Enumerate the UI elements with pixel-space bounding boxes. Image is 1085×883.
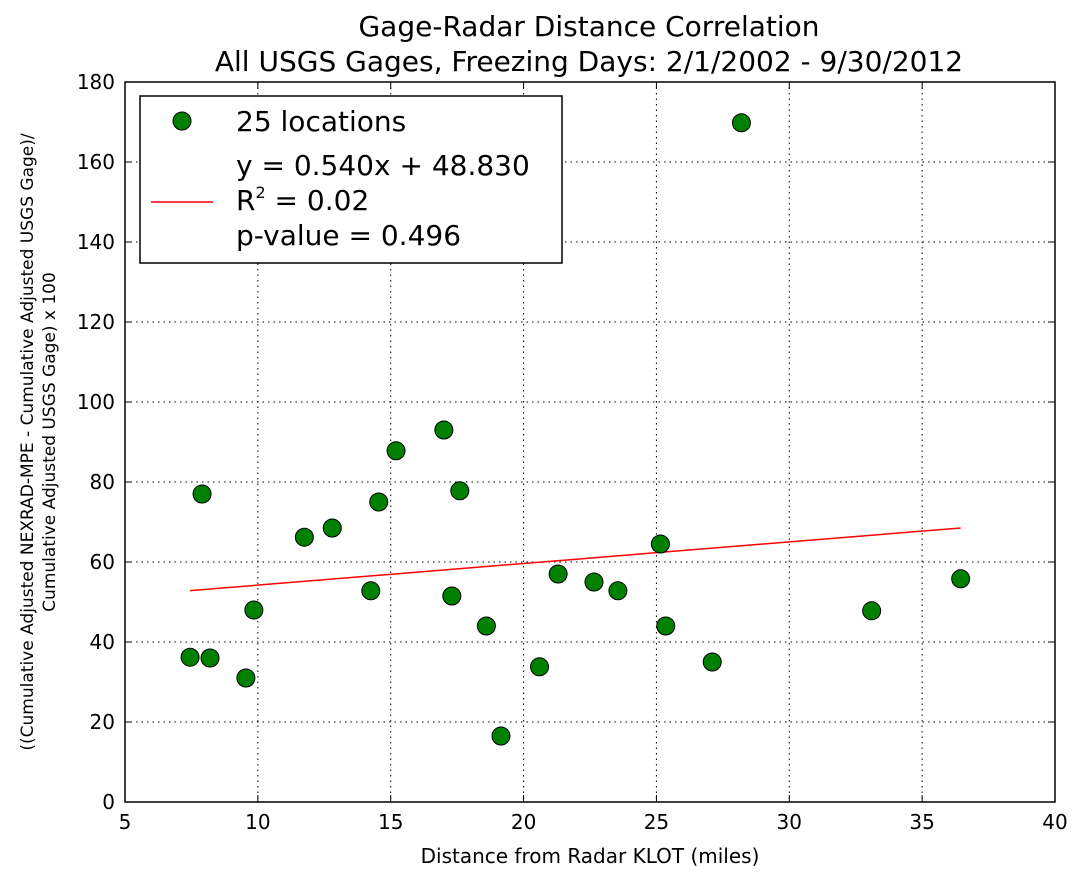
x-tick-label: 25 [644,810,669,834]
y-tick-label: 80 [90,470,115,494]
x-tick-label: 35 [909,810,934,834]
data-point [862,601,882,621]
data-point [476,616,496,636]
chart-title-line-2: All USGS Gages, Freezing Days: 2/1/2002 … [215,45,963,78]
data-point [656,616,676,636]
legend-label-p-value: p-value = 0.496 [236,219,461,252]
x-tick-label: 15 [378,810,403,834]
legend-label-r-squared: R2 = 0.02 [236,183,369,217]
x-tick-label: 20 [511,810,536,834]
r-symbol: R [236,184,255,217]
y-axis-label-line-1: ((Cumulative Adjusted NEXRAD-MPE - Cumul… [18,133,38,750]
data-point [608,581,628,601]
data-point [244,600,264,620]
x-tick-label: 10 [245,810,270,834]
fit-line-layer [190,527,961,592]
y-axis-label-line-2: Cumulative Adjusted USGS Gage) x 100 [40,272,60,612]
data-point [731,113,751,133]
r-superscript: 2 [255,183,265,202]
data-point [200,648,220,668]
y-tick-label: 40 [90,630,115,654]
data-point [369,492,389,512]
legend-marker-points [172,111,192,131]
axis-ticks: 5 10 15 20 25 30 35 40 0 20 40 60 80 100 120 140 160 180 [77,70,1068,834]
data-point [180,647,200,667]
y-tick-label: 60 [90,550,115,574]
data-point [294,527,314,547]
legend: 25 locations y = 0.540x + 48.830 R2 = 0.… [139,95,563,264]
data-point [322,518,342,538]
data-point [491,726,511,746]
y-tick-label: 0 [102,790,115,814]
data-point [386,441,406,461]
data-point [650,534,670,554]
plot-frame [124,81,1056,803]
data-point [361,581,381,601]
data-point [450,481,470,501]
data-point [951,569,971,589]
x-tick-label: 5 [119,810,132,834]
x-tick-label: 30 [777,810,802,834]
chart-title-line-1: Gage-Radar Distance Correlation [358,10,819,43]
r-value: = 0.02 [266,184,370,217]
y-tick-label: 100 [77,390,115,414]
grid [125,82,1055,802]
x-axis-label: Distance from Radar KLOT (miles) [421,844,760,868]
legend-label-points: 25 locations [236,105,406,138]
y-tick-label: 140 [77,230,115,254]
data-point [442,586,462,606]
data-points [180,113,971,746]
legend-label-equation: y = 0.540x + 48.830 [236,149,530,182]
data-point [702,652,722,672]
fit-line [190,527,961,592]
data-point [530,657,550,677]
data-point [434,420,454,440]
data-point [584,572,604,592]
y-tick-label: 160 [77,150,115,174]
x-tick-label: 40 [1042,810,1067,834]
y-tick-label: 180 [77,70,115,94]
data-point [236,668,256,688]
y-tick-label: 20 [90,710,115,734]
y-tick-label: 120 [77,310,115,334]
data-point [548,564,568,584]
legend-box [139,95,563,264]
data-point [192,484,212,504]
